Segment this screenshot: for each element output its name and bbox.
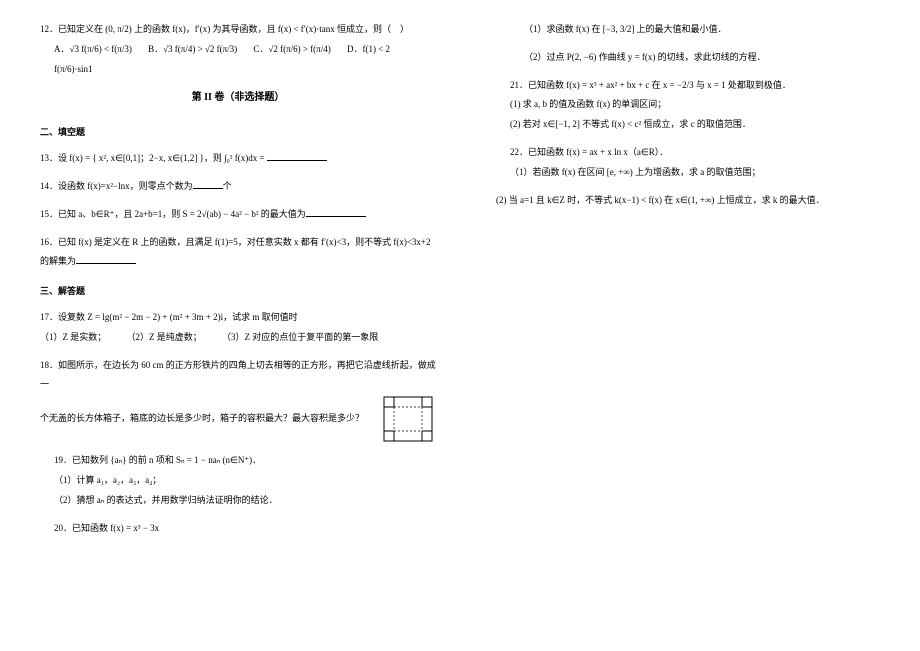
- q17-3: （3）Z 对应的点位于复平面的第一象限: [222, 332, 378, 342]
- part2-title: 第 II 卷（非选择题）: [40, 87, 436, 109]
- q12: 12．已知定义在 (0, π/2) 上的函数 f(x)，f′(x) 为其导函数，…: [40, 20, 436, 79]
- q12-options: A．√3 f(π/6) < f(π/3) B．√3 f(π/4) > √2 f(…: [40, 40, 436, 80]
- q18: 18．如图所示，在边长为 60 cm 的正方形铁片的四角上切去相等的正方形，再把…: [40, 356, 436, 444]
- q13-text: 13．设 f(x) = { x², x∈[0,1]；2−x, x∈(1,2] }…: [40, 153, 267, 163]
- q12-stem: 12．已知定义在 (0, π/2) 上的函数 f(x)，f′(x) 为其导函数，…: [40, 20, 436, 40]
- q22-1: （1）若函数 f(x) 在区间 [e, +∞) 上为增函数，求 a 的取值范围；: [510, 163, 890, 183]
- q18-stem: 18．如图所示，在边长为 60 cm 的正方形铁片的四角上切去相等的正方形，再把…: [40, 356, 436, 396]
- q14: 14．设函数 f(x)=x²−lnx，则零点个数为 个: [40, 177, 436, 197]
- opt-a: A．√3 f(π/6) < f(π/3): [54, 44, 132, 54]
- q22-stem: 22．已知函数 f(x) = ax + x ln x（a∈R）．: [510, 143, 890, 163]
- section-fill: 二、填空题: [40, 123, 436, 143]
- section-answer: 三、解答题: [40, 282, 436, 302]
- q17-stem: 17．设复数 Z = lg(m² − 2m − 2) + (m² + 3m + …: [40, 308, 436, 328]
- q20-2: （2）过点 P(2, −6) 作曲线 y = f(x) 的切线，求此切线的方程．: [496, 48, 890, 68]
- box-svg: [380, 395, 436, 443]
- q19-1: （1）计算 a₁，a₂，a₃，a₄；: [54, 471, 436, 491]
- blank: [76, 254, 136, 264]
- q20-1: （1）求函数 f(x) 在 [−3, 3/2] 上的最大值和最小值．: [496, 20, 890, 40]
- q18-cont: 个无盖的长方体箱子，箱底的边长是多少时，箱子的容积最大？最大容积是多少？: [40, 409, 374, 429]
- q20: 20．已知函数 f(x) = x³ − 3x: [40, 519, 436, 539]
- q14-text: 14．设函数 f(x)=x²−lnx，则零点个数为: [40, 181, 193, 191]
- q19-2: （2）猜想 aₙ 的表达式，并用数学归纳法证明你的结论．: [54, 491, 436, 511]
- q15-text: 15．已知 a、b∈R⁺，且 2a+b=1，则 S = 2√(ab) − 4a²…: [40, 209, 306, 219]
- opt-b: B．√3 f(π/4) > √2 f(π/3): [148, 44, 237, 54]
- q17-1: （1）Z 是实数；: [40, 332, 106, 342]
- q22-2: (2) 当 a=1 且 k∈Z 时，不等式 k(x−1) < f(x) 在 x∈…: [496, 191, 890, 211]
- blank: [193, 179, 223, 189]
- left-column: 12．已知定义在 (0, π/2) 上的函数 f(x)，f′(x) 为其导函数，…: [0, 0, 460, 651]
- q21-2: (2) 若对 x∈[−1, 2] 不等式 f(x) < c² 恒成立，求 c 的…: [510, 115, 890, 135]
- q20-stem: 20．已知函数 f(x) = x³ − 3x: [54, 519, 436, 539]
- q16: 16．已知 f(x) 是定义在 R 上的函数，且满足 f(1)=5，对任意实数 …: [40, 233, 436, 273]
- q15: 15．已知 a、b∈R⁺，且 2a+b=1，则 S = 2√(ab) − 4a²…: [40, 205, 436, 225]
- right-column: （1）求函数 f(x) 在 [−3, 3/2] 上的最大值和最小值． （2）过点…: [460, 0, 920, 651]
- blank: [306, 207, 366, 217]
- q19-stem: 19．已知数列 {aₙ} 的前 n 项和 Sₙ = 1 − naₙ (n∈N⁺)…: [54, 451, 436, 471]
- opt-c: C．√2 f(π/6) > f(π/4): [253, 44, 330, 54]
- q21-1: (1) 求 a, b 的值及函数 f(x) 的单调区间；: [510, 95, 890, 115]
- q17: 17．设复数 Z = lg(m² − 2m − 2) + (m² + 3m + …: [40, 308, 436, 348]
- blank: [267, 151, 327, 161]
- box-figure: [380, 395, 436, 443]
- q17-subs: （1）Z 是实数； （2）Z 是纯虚数； （3）Z 对应的点位于复平面的第一象限: [40, 328, 436, 348]
- q21: 21．已知函数 f(x) = x³ + ax² + bx + c 在 x = −…: [496, 76, 890, 135]
- q19: 19．已知数列 {aₙ} 的前 n 项和 Sₙ = 1 − naₙ (n∈N⁺)…: [40, 451, 436, 510]
- q22: 22．已知函数 f(x) = ax + x ln x（a∈R）． （1）若函数 …: [496, 143, 890, 183]
- q17-2: （2）Z 是纯虚数；: [127, 332, 202, 342]
- q13: 13．设 f(x) = { x², x∈[0,1]；2−x, x∈(1,2] }…: [40, 149, 436, 169]
- q21-stem: 21．已知函数 f(x) = x³ + ax² + bx + c 在 x = −…: [510, 76, 890, 96]
- q14-suffix: 个: [223, 181, 232, 191]
